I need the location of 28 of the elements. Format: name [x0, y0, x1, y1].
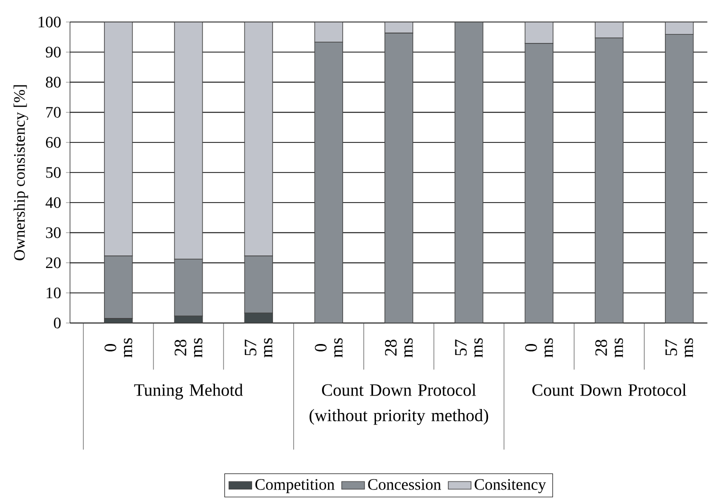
x-tick-label: 57 ms — [666, 338, 694, 358]
bar — [454, 22, 484, 324]
text: Count Down Protocol — [532, 384, 686, 396]
x-tick-label: 28 ms — [595, 338, 624, 358]
legend-label: Consitency — [474, 479, 546, 494]
x-tick-label: 57 ms — [244, 338, 272, 358]
legend-label: Competition — [255, 479, 335, 494]
legend-label: Concession — [368, 479, 442, 490]
y-tick-label: 10 — [46, 288, 61, 298]
y-axis-title: Ownership consistency [%] — [14, 85, 28, 260]
y-tick-label: 50 — [46, 167, 61, 178]
y-tick-label: 20 — [46, 257, 61, 268]
y-tick-label: 70 — [46, 106, 61, 118]
y-tick-label: 90 — [46, 46, 61, 58]
x-tick-label: 57 ms — [455, 338, 483, 358]
y-tick-label: 30 — [46, 227, 61, 238]
x-tick-label: 28 ms — [174, 338, 202, 358]
y-tick-label: 0 — [54, 318, 61, 328]
text: Count Down Protocol (without priority method) — [310, 384, 488, 425]
x-tick-label: 28 ms — [384, 338, 413, 358]
y-tick-label: 60 — [46, 137, 61, 148]
y-tick-label: 80 — [46, 76, 61, 88]
x-tick-label: 0 ms — [314, 338, 343, 358]
x-tick-label: 0 ms — [104, 338, 132, 358]
y-tick-label: 40 — [46, 197, 61, 208]
y-tick-label: 100 — [38, 16, 61, 28]
text: Tuning Mehotd — [134, 384, 243, 400]
x-tick-label: 0 ms — [525, 338, 553, 358]
